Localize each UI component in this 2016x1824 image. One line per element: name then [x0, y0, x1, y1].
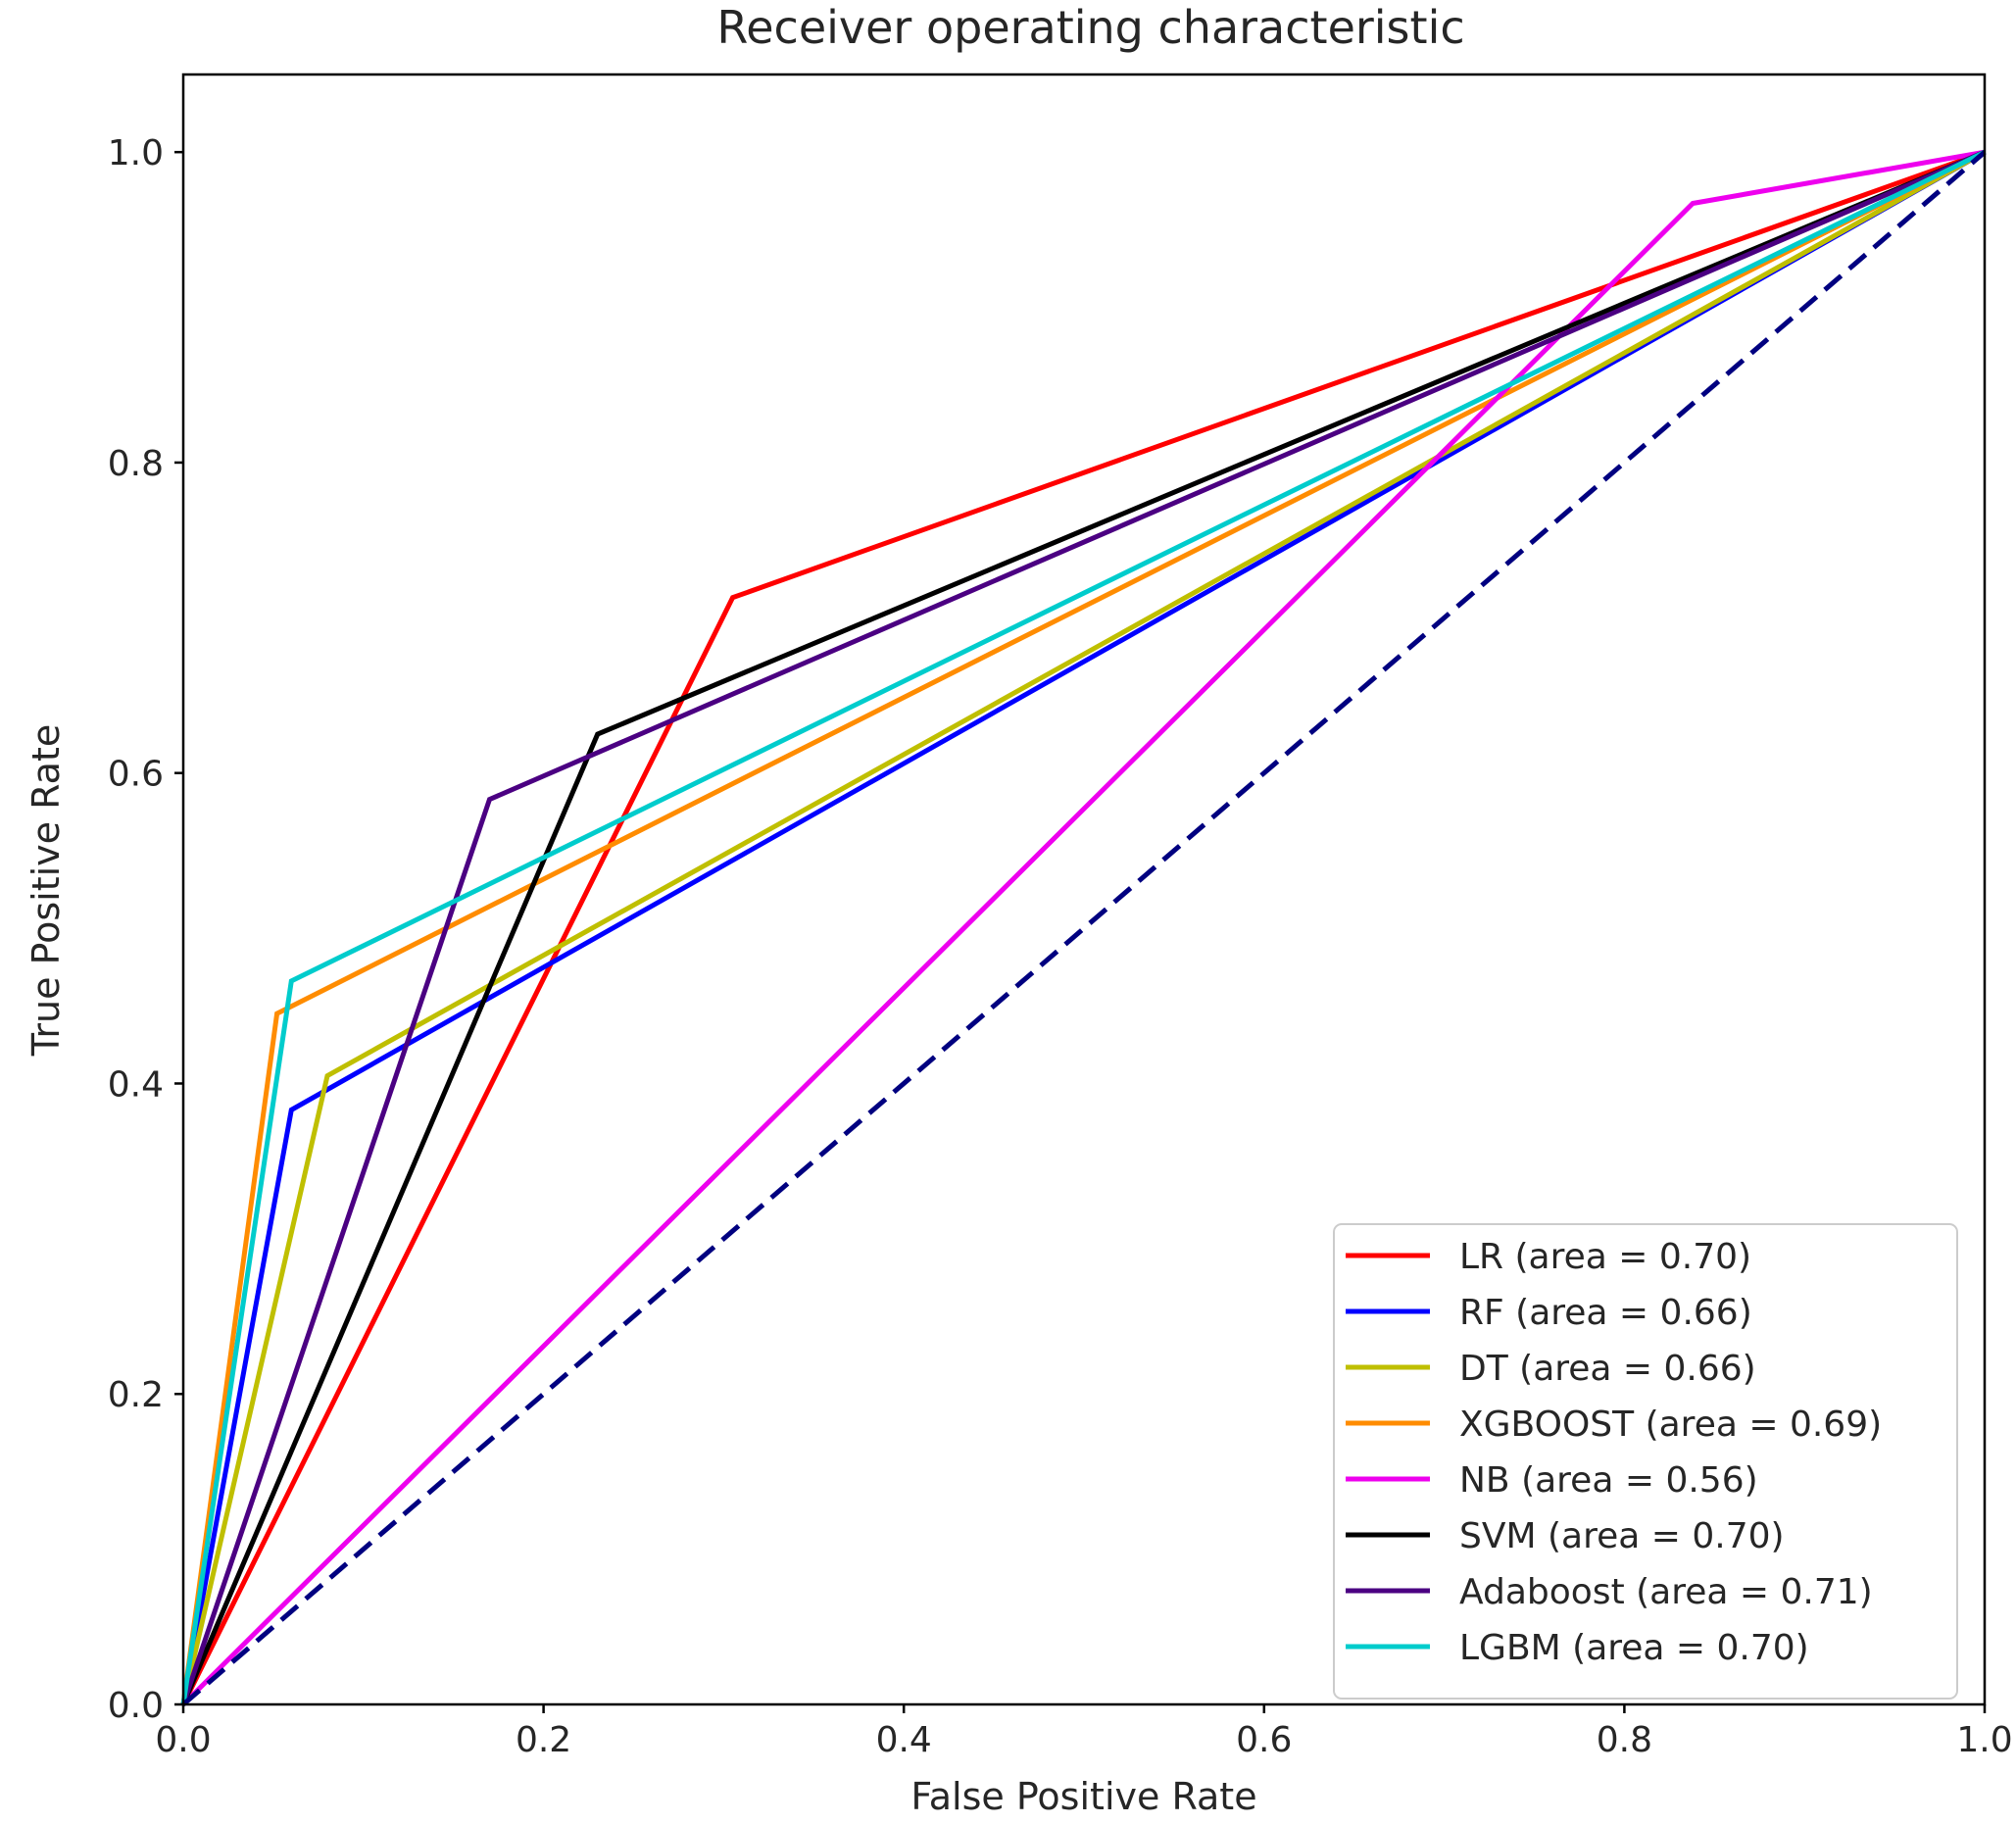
y-tick-label: 0.4 [108, 1064, 164, 1105]
legend: LR (area = 0.70) RF (area = 0.66) DT (area… [1333, 1223, 1958, 1700]
series-line-xgboost [180, 149, 1987, 1705]
legend-label-xgboost: XGBOOST (area = 0.69) [1459, 1405, 1882, 1445]
y-tick-label: 0.8 [108, 444, 164, 484]
plot-lines [180, 149, 1987, 1706]
legend-label-adaboost: Adaboost (area = 0.71) [1459, 1572, 1873, 1612]
legend-label-nb: NB (area = 0.56) [1459, 1460, 1758, 1501]
x-tick-label: 0.6 [1236, 1720, 1292, 1760]
axis-ticks: 0.0 0.2 0.4 0.6 0.8 1.0 0.0 0.2 0.4 0.6 0.8 1.0 [108, 133, 2013, 1760]
x-tick-label: 0.8 [1597, 1720, 1652, 1760]
y-tick-label: 0.6 [108, 755, 164, 795]
series-line-svm [180, 149, 1986, 1705]
legend-label-lr: LR (area = 0.70) [1459, 1237, 1751, 1277]
x-tick-label: 0.2 [516, 1720, 571, 1760]
y-axis-label: True Positive Rate [25, 724, 68, 1058]
legend-box [1333, 1223, 1958, 1700]
series-line-adaboost [180, 149, 1986, 1705]
reference-line-chance [181, 150, 1987, 1706]
chart-title: Receiver operating characteristic [716, 1, 1464, 54]
y-tick-label: 0.0 [108, 1686, 164, 1726]
series-line-lr [180, 149, 1986, 1706]
plot-frame [181, 73, 1987, 1706]
legend-label-rf: RF (area = 0.66) [1459, 1293, 1752, 1333]
x-axis-label: False Positive Rate [910, 1775, 1256, 1818]
legend-label-lgbm: LGBM (area = 0.70) [1459, 1628, 1809, 1668]
y-tick-label: 1.0 [108, 133, 164, 173]
y-tick-label: 0.2 [108, 1375, 164, 1415]
series-line-nb [181, 149, 1986, 1706]
x-tick-label: 1.0 [1956, 1720, 2012, 1760]
x-tick-label: 0.4 [876, 1720, 932, 1760]
legend-label-svm: SVM (area = 0.70) [1459, 1516, 1785, 1556]
x-tick-label: 0.0 [155, 1720, 211, 1760]
legend-label-dt: DT (area = 0.66) [1459, 1349, 1756, 1389]
series-line-lgbm [180, 149, 1987, 1705]
